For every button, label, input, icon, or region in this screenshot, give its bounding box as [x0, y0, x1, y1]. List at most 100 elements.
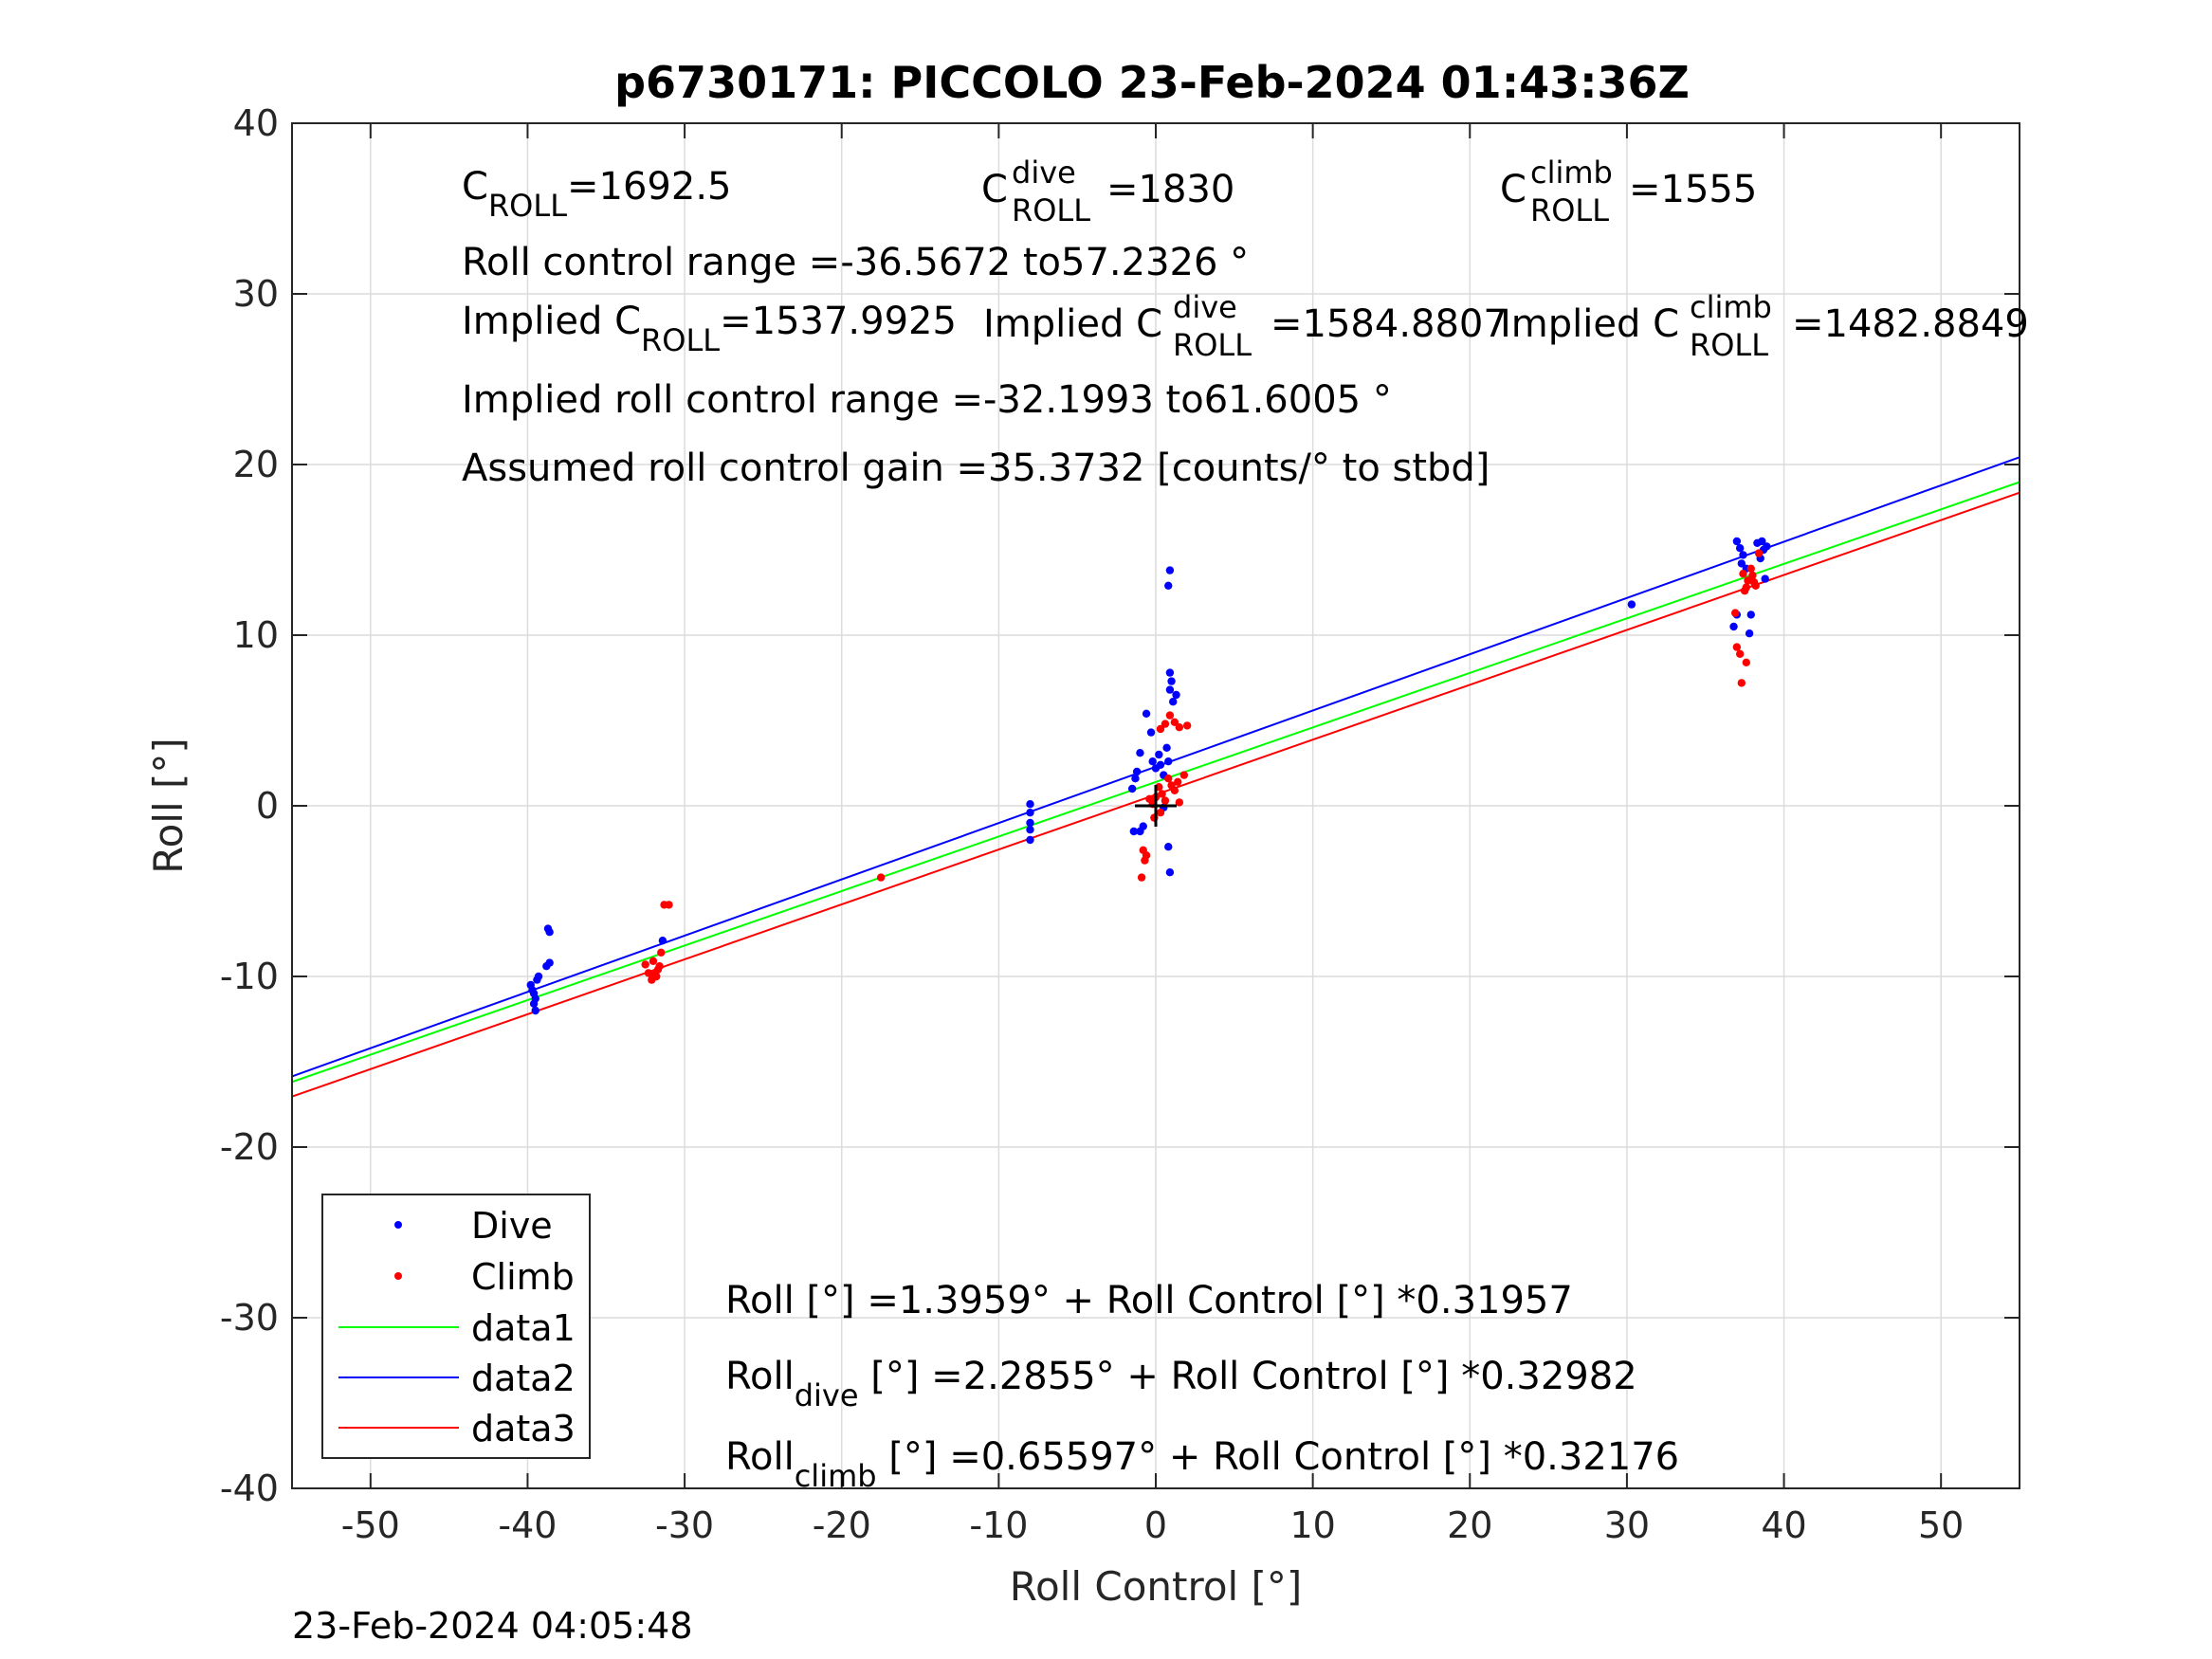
- climb-point: [1742, 583, 1750, 592]
- climb-point: [1142, 851, 1151, 860]
- dive-point: [531, 1006, 539, 1015]
- y-tick-label: -30: [220, 1297, 279, 1339]
- legend-dive-marker: [394, 1221, 402, 1229]
- implied-c-roll-climb-annotation: Implied C: [1500, 302, 1679, 346]
- climb-point: [1156, 809, 1165, 817]
- dive-point: [1737, 559, 1746, 568]
- climb-point: [657, 948, 666, 957]
- climb-point: [1164, 775, 1173, 783]
- dive-point: [1139, 822, 1147, 830]
- x-tick-label: 30: [1604, 1504, 1650, 1546]
- dive-point: [529, 999, 539, 1009]
- y-axis-label: Roll [°]: [145, 738, 192, 873]
- climb-point: [1749, 578, 1759, 587]
- climb-point: [644, 969, 653, 977]
- dive-point: [1148, 757, 1157, 766]
- y-tick-label: -40: [220, 1468, 279, 1509]
- dive-point: [545, 958, 554, 967]
- dive-point: [1729, 622, 1738, 631]
- implied-c-roll-dive-value: =1584.8807: [1271, 302, 1508, 346]
- dive-point: [1136, 749, 1144, 757]
- y-tick-label: 20: [233, 444, 279, 485]
- climb-point: [876, 873, 886, 882]
- x-tick-label: -10: [969, 1504, 1028, 1546]
- implied-c-roll-dive-annotation: Implied C: [983, 302, 1162, 346]
- climb-point: [1730, 609, 1740, 617]
- climb-point: [1156, 724, 1165, 734]
- dive-point: [1129, 827, 1139, 836]
- climb-point: [1170, 718, 1179, 726]
- dive-point: [1026, 800, 1034, 809]
- dive-point: [1165, 868, 1175, 877]
- climb-point: [1748, 571, 1757, 580]
- dive-point: [1172, 690, 1180, 700]
- dive-point: [1164, 843, 1173, 851]
- climb-point: [1735, 649, 1745, 658]
- climb-point: [652, 972, 661, 981]
- x-tick-label: 10: [1289, 1504, 1335, 1546]
- implied-c-roll-climb-sup: climb: [1690, 289, 1772, 325]
- data-points: [526, 537, 1771, 1015]
- dive-point: [1165, 668, 1175, 677]
- fit-dive-annotation: Rolldive [°] =2.2855° + Roll Control [°]…: [725, 1355, 1637, 1413]
- legend-data3-label: data3: [471, 1408, 576, 1449]
- dive-point: [1164, 581, 1173, 590]
- dive-point: [1761, 574, 1769, 583]
- dive-point: [1142, 709, 1151, 718]
- x-tick-label: 20: [1447, 1504, 1492, 1546]
- dive-point: [1735, 544, 1745, 553]
- climb-point: [1137, 873, 1146, 882]
- x-tick-label: 0: [1144, 1504, 1167, 1546]
- climb-point: [1742, 658, 1750, 666]
- climb-point: [1746, 564, 1755, 573]
- climb-point: [1744, 576, 1752, 585]
- climb-point: [655, 962, 664, 971]
- x-tick-label: -20: [813, 1504, 871, 1546]
- legend-climb-marker: [394, 1272, 402, 1280]
- dive-point: [1165, 685, 1175, 694]
- x-tick-label: -50: [341, 1504, 400, 1546]
- dive-point: [1732, 537, 1742, 546]
- dive-point: [1746, 611, 1755, 619]
- climb-point: [1173, 777, 1182, 786]
- implied-c-roll-dive-sup: dive: [1173, 289, 1237, 325]
- c-roll-climb-sub: ROLL: [1530, 192, 1609, 228]
- dive-point: [1156, 760, 1165, 769]
- implied-c-roll-annotation: Implied CROLL=1537.9925: [462, 300, 957, 358]
- dive-point: [1146, 728, 1156, 737]
- climb-point: [1732, 643, 1742, 651]
- dive-point: [1026, 826, 1034, 834]
- dive-point: [1131, 775, 1140, 783]
- y-tick-label: 10: [233, 614, 279, 656]
- legend-data2-label: data2: [471, 1358, 576, 1399]
- y-tick-label: 0: [256, 785, 279, 827]
- dive-point: [1026, 809, 1034, 817]
- dive-point: [1162, 743, 1171, 752]
- dive-point: [1745, 629, 1754, 638]
- x-tick-label: -40: [498, 1504, 557, 1546]
- y-tick-label: 30: [233, 273, 279, 315]
- dive-point: [1127, 784, 1137, 793]
- dive-point: [1164, 757, 1173, 766]
- dive-point: [1026, 818, 1034, 828]
- dive-point: [545, 928, 554, 937]
- implied-c-roll-climb-sub: ROLL: [1690, 327, 1768, 363]
- dive-point: [1739, 551, 1747, 559]
- footer-timestamp: 23-Feb-2024 04:05:48: [292, 1605, 693, 1647]
- dive-point: [1026, 835, 1034, 845]
- dive-point: [534, 972, 543, 981]
- climb-point: [1161, 796, 1170, 805]
- c-roll-dive-sup: dive: [1012, 155, 1076, 191]
- legend-dive-label: Dive: [471, 1205, 553, 1247]
- fit-climb-annotation: Rollclimb [°] =0.65597° + Roll Control […: [725, 1435, 1679, 1494]
- implied-c-roll-dive-sub: ROLL: [1173, 327, 1252, 363]
- dive-point: [1132, 767, 1142, 776]
- dive-point: [1758, 537, 1766, 546]
- assumed-gain-annotation: Assumed roll control gain =35.3732 [coun…: [462, 447, 1490, 490]
- climb-point: [665, 901, 673, 909]
- climb-point: [1182, 721, 1192, 730]
- roll-control-range-annotation: Roll control range =-36.5672 to57.2326 °: [462, 241, 1249, 284]
- c-roll-dive-value: =1830: [1106, 168, 1234, 211]
- climb-point: [641, 960, 649, 969]
- x-tick-label: 40: [1761, 1504, 1806, 1546]
